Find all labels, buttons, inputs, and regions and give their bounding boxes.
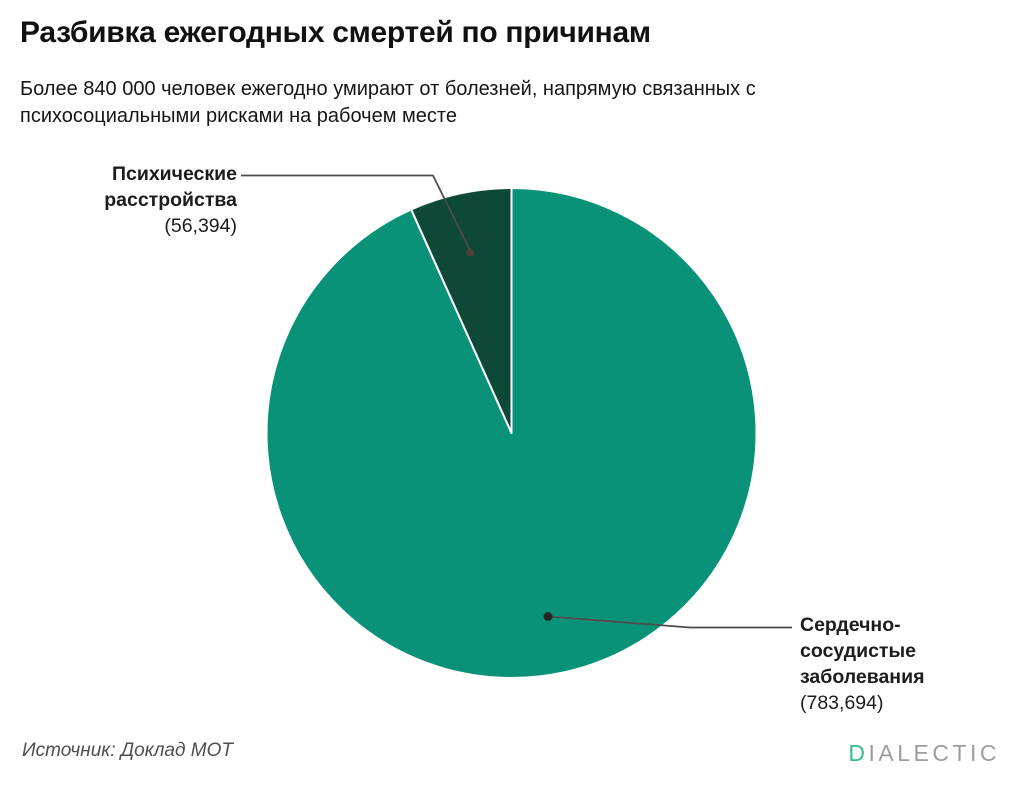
callout-cardiovascular-label: Сердечно-сосудистые заболевания <box>800 614 925 688</box>
callout-cardiovascular: Сердечно-сосудистые заболевания (783,694… <box>800 612 950 716</box>
dialectic-logo: DIALECTIC <box>848 740 1000 767</box>
callout-mental-label: Психические расстройства <box>104 163 237 211</box>
leader-dot-cardiovascular <box>543 612 553 621</box>
page-title: Разбивка ежегодных смертей по причинам <box>20 16 651 49</box>
callout-mental-disorders: Психические расстройства (56,394) <box>77 161 237 239</box>
logo-letters-rest: IALECTIC <box>868 740 1000 766</box>
pie-slice-mental <box>410 187 513 434</box>
leader-line-mental <box>241 174 472 252</box>
pie-slice-cardiovascular <box>265 187 758 679</box>
logo-letter-d: D <box>848 740 869 766</box>
page-subtitle: Более 840 000 человек ежегодно умирают о… <box>20 78 756 127</box>
source-text: Источник: Доклад МОТ <box>22 740 233 761</box>
leader-line-cardiovascular <box>547 615 792 629</box>
leader-dot-mental <box>466 248 475 257</box>
callout-cardiovascular-value: (783,694) <box>800 692 884 714</box>
callout-mental-value: (56,394) <box>164 215 237 237</box>
